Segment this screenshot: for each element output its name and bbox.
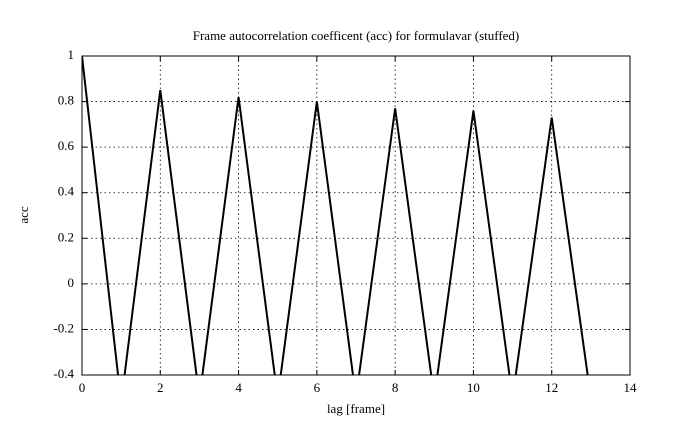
x-tick-label: 10 [467,380,480,395]
y-tick-label: -0.4 [53,366,74,381]
x-tick-label: 2 [157,380,164,395]
x-tick-label: 6 [314,380,321,395]
data-line [82,56,589,375]
x-tick-label: 8 [392,380,399,395]
y-tick-label: 1 [68,47,75,62]
y-tick-label: 0 [68,275,75,290]
x-tick-label: 4 [235,380,242,395]
y-axis-label: acc [16,206,31,224]
x-tick-label: 12 [545,380,558,395]
y-tick-label: 0.4 [58,184,75,199]
x-tick-label: 14 [624,380,638,395]
y-tick-label: -0.2 [53,320,74,335]
x-axis-label: lag [frame] [327,401,385,416]
y-tick-label: 0.6 [58,138,75,153]
plot-frame [81,55,631,376]
y-tick-label: 0.2 [58,229,74,244]
x-tick-label: 0 [79,380,86,395]
chart-title: Frame autocorrelation coefficent (acc) f… [193,28,520,43]
y-tick-label: 0.8 [58,93,74,108]
